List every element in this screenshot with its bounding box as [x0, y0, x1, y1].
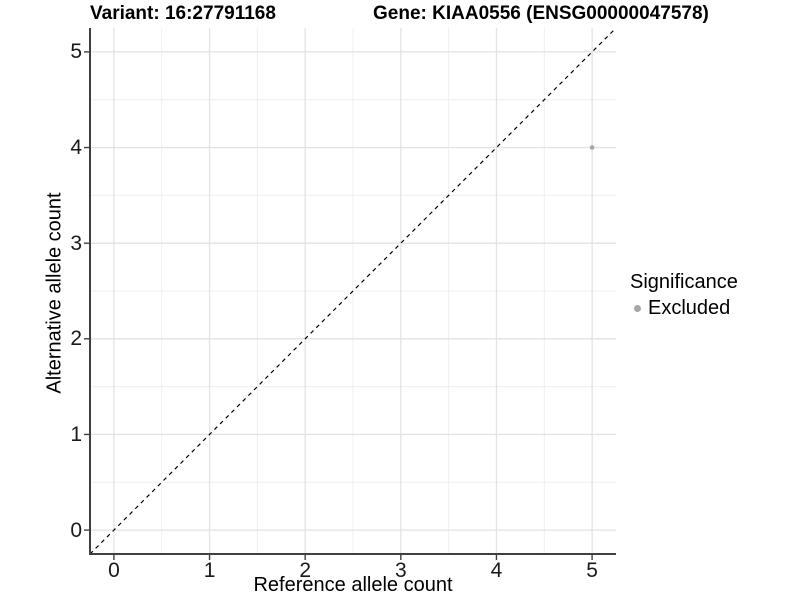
identity-dashed-line	[89, 27, 617, 555]
y-tick-label: 0	[70, 518, 82, 542]
y-tick-label: 2	[70, 327, 82, 351]
x-tick-label: 2	[299, 559, 312, 582]
legend-entry-label: Excluded	[648, 297, 731, 319]
data-points	[589, 145, 595, 150]
y-tick-label: 3	[70, 231, 82, 255]
major-gridlines	[90, 28, 616, 554]
minor-gridlines	[90, 28, 616, 554]
plot-title-gene: Gene: KIAA0556 (ENSG00000047578)	[373, 3, 709, 24]
x-tick-label: 0	[108, 559, 120, 582]
y-tick-label: 4	[70, 136, 82, 160]
legend-title: Significance	[630, 271, 738, 293]
x-axis-title: Reference allele count	[253, 574, 453, 596]
tick-marks	[84, 51, 593, 560]
legend: Significance Excluded	[630, 271, 738, 320]
data-point	[589, 145, 595, 150]
x-tick-label: 3	[394, 559, 407, 582]
y-tick-label: 5	[70, 40, 82, 64]
legend-entry-excluded: Excluded	[630, 297, 738, 320]
plot-title-variant: Variant: 16:27791168	[90, 3, 276, 24]
x-tick-label: 1	[203, 559, 216, 582]
x-tick-label: 5	[586, 559, 598, 582]
identity-line	[89, 27, 617, 555]
y-axis-title: Alternative allele count	[43, 192, 66, 394]
y-tick-label: 1	[70, 422, 82, 446]
axis-lines	[89, 28, 616, 555]
excluded-point-icon	[634, 305, 641, 312]
x-tick-label: 4	[490, 559, 503, 582]
